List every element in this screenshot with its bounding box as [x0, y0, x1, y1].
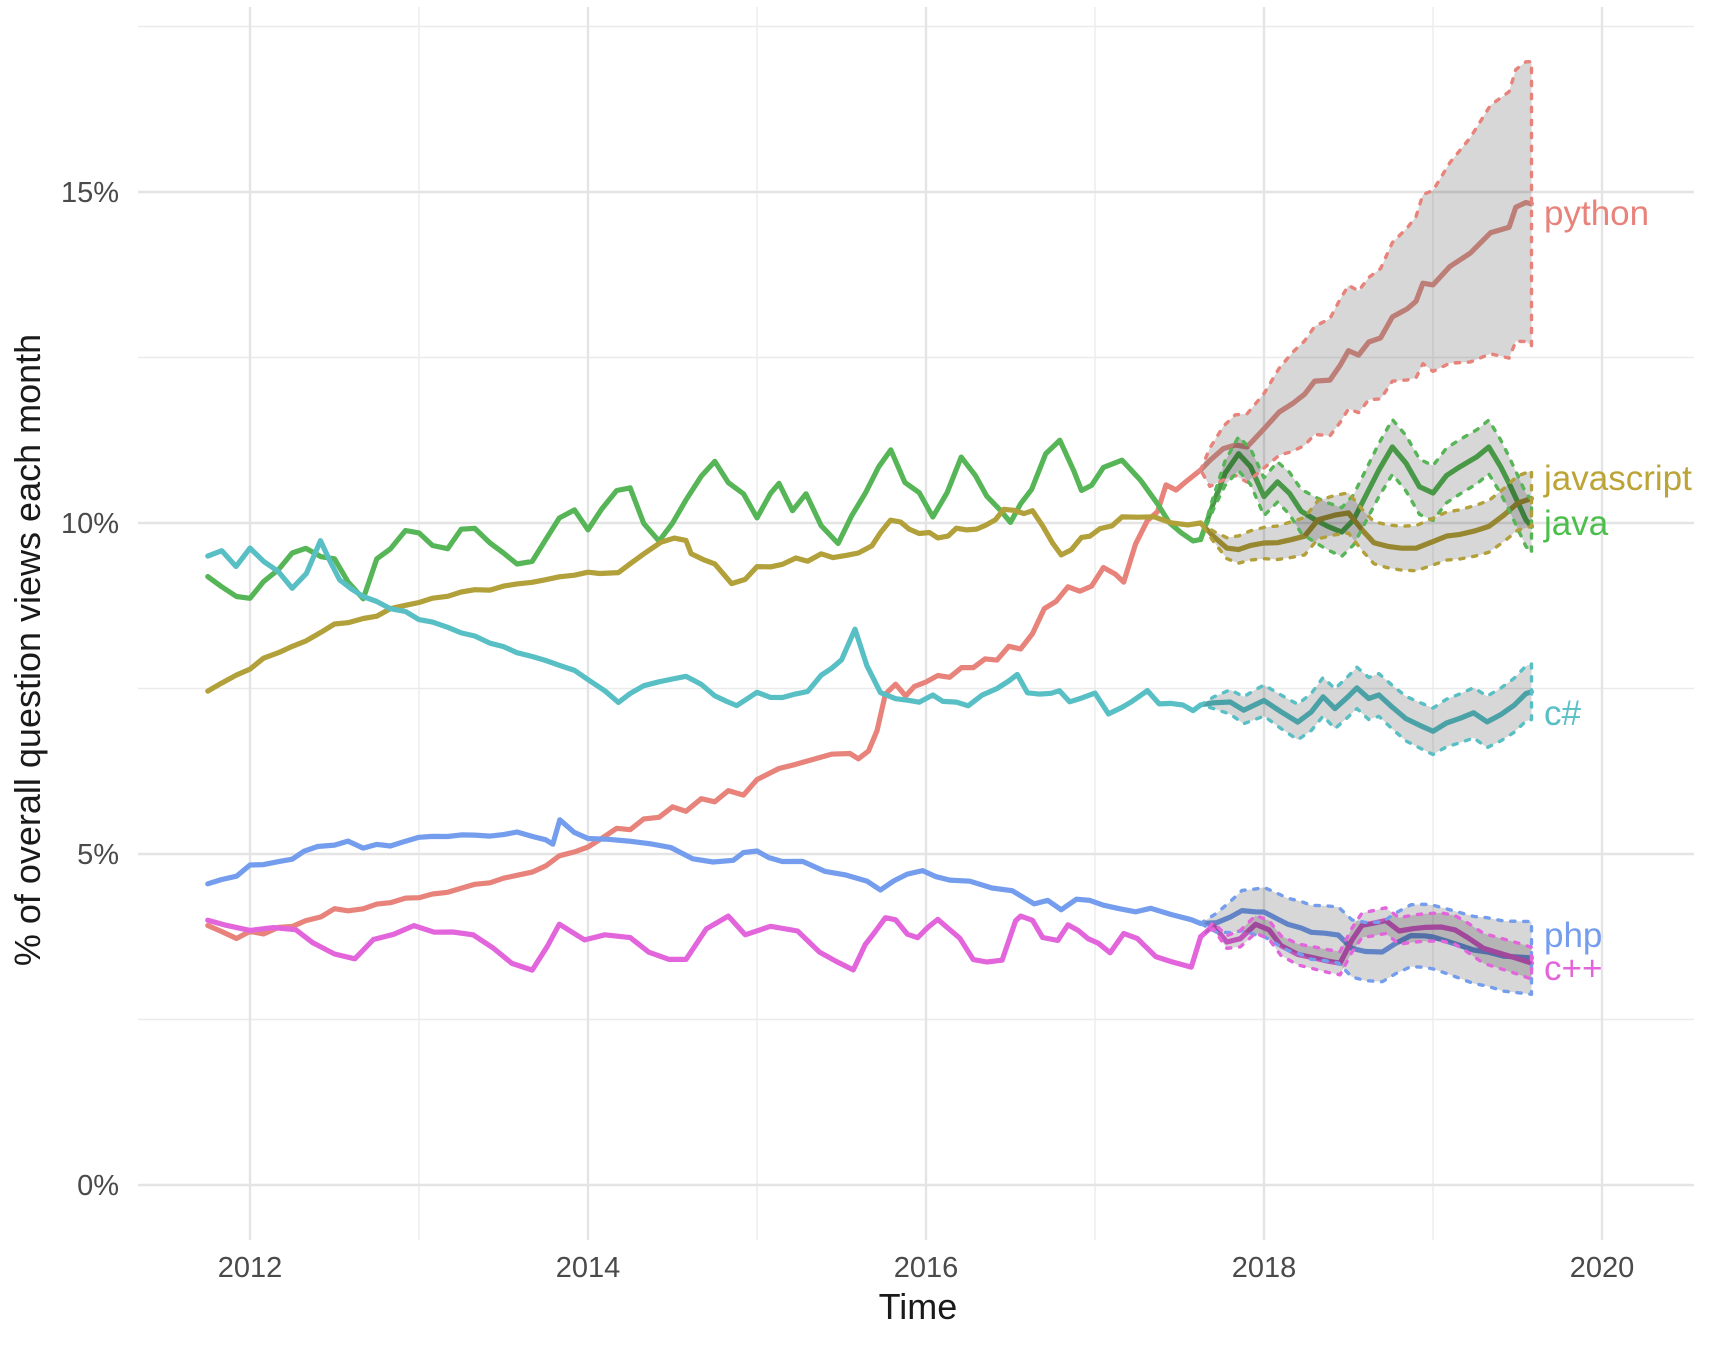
svg-text:2016: 2016	[894, 1252, 959, 1284]
svg-text:5%: 5%	[77, 839, 119, 871]
svg-text:c#: c#	[1544, 694, 1582, 733]
svg-text:15%: 15%	[61, 177, 119, 209]
svg-text:java: java	[1543, 504, 1609, 543]
svg-text:2018: 2018	[1232, 1252, 1297, 1284]
svg-text:2014: 2014	[556, 1252, 621, 1284]
svg-text:% of overall question views ea: % of overall question views each month	[7, 334, 48, 966]
svg-text:python: python	[1544, 194, 1649, 233]
svg-text:Time: Time	[879, 1286, 958, 1327]
svg-text:javascript: javascript	[1543, 459, 1692, 498]
svg-text:c++: c++	[1544, 949, 1602, 988]
svg-text:php: php	[1544, 916, 1602, 955]
svg-text:2012: 2012	[218, 1252, 283, 1284]
svg-text:10%: 10%	[61, 508, 119, 540]
svg-text:0%: 0%	[77, 1170, 119, 1202]
svg-text:2020: 2020	[1570, 1252, 1635, 1284]
